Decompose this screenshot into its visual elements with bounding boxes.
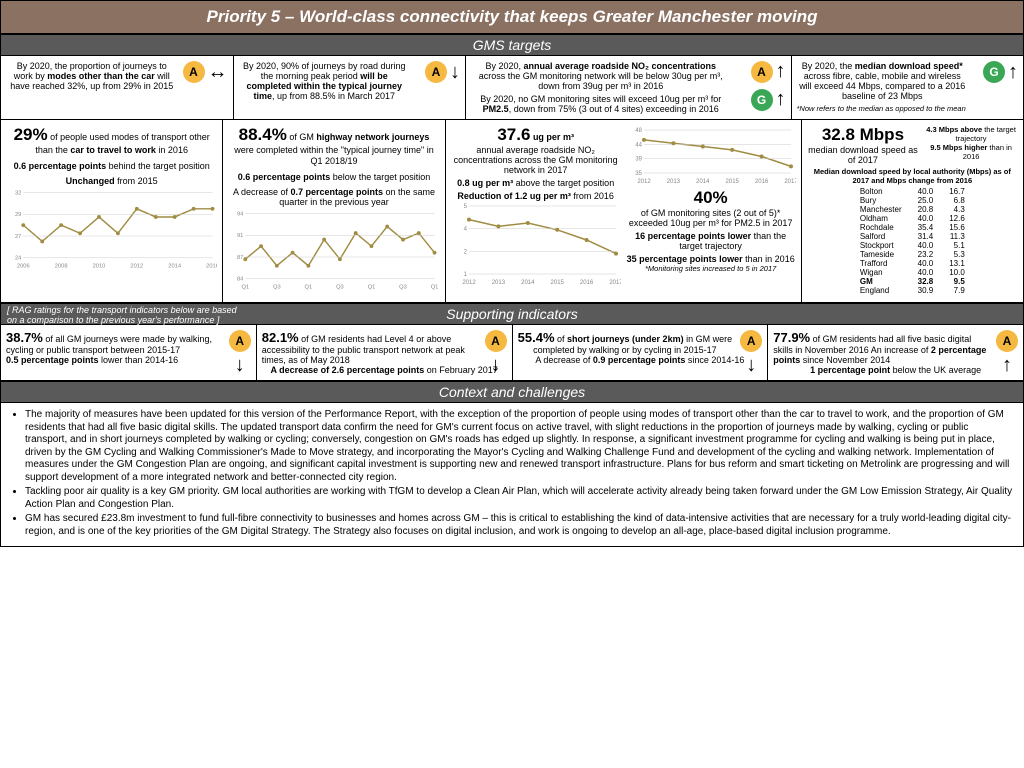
svg-text:2016: 2016 (206, 263, 217, 269)
chart-pm25: 48 44 39 35 2012 2013 2014 2015 2016 2017 (626, 125, 796, 185)
target-1: A↔ By 2020, the proportion of journeys t… (1, 56, 234, 120)
svg-text:2012: 2012 (462, 280, 476, 286)
rag-badge: G (983, 61, 1005, 83)
rag-badge: A (183, 61, 205, 83)
svg-text:2014: 2014 (168, 263, 182, 269)
svg-text:2012: 2012 (130, 263, 143, 269)
trend-arrow: ↓ (746, 355, 756, 375)
svg-text:39: 39 (635, 157, 642, 163)
trend-arrow: ↓ (450, 62, 460, 82)
svg-text:32: 32 (15, 190, 21, 196)
rag-badge: A (229, 330, 251, 352)
svg-text:2017: 2017 (609, 280, 621, 286)
target-4: G↑ By 2020, the median download speed* a… (792, 56, 1024, 120)
svg-text:2016: 2016 (755, 179, 769, 185)
detail-1: 29% of people used modes of transport ot… (1, 120, 223, 303)
svg-text:Q1: Q1 (431, 284, 439, 290)
supporting-2: A↓ 82.1% of GM residents had Level 4 or … (257, 325, 513, 381)
section-supporting: [ RAG ratings for the transport indicato… (0, 303, 1024, 325)
svg-text:Q3: Q3 (399, 284, 407, 290)
svg-text:44: 44 (635, 142, 642, 148)
rag-badge: G (751, 89, 773, 111)
page-title: Priority 5 – World-class connectivity th… (0, 0, 1024, 34)
svg-text:5: 5 (463, 204, 467, 210)
supporting-4: A↑ 77.9% of GM residents had all five ba… (768, 325, 1024, 381)
details-row: 29% of people used modes of transport ot… (0, 120, 1024, 303)
supporting-1: A↓ 38.7% of all GM journeys were made by… (1, 325, 257, 381)
trend-arrow: ↑ (776, 61, 786, 83)
svg-text:24: 24 (15, 256, 22, 262)
trend-arrow: ↓ (491, 355, 501, 375)
chart-journeys: 94918784Q1Q3Q1Q3Q1Q3Q1 (228, 207, 439, 292)
svg-text:Q3: Q3 (336, 284, 344, 290)
detail-3: 37.6 ug per m³ annual average roadside N… (446, 120, 802, 303)
svg-text:2006: 2006 (17, 263, 30, 269)
rag-badge: A (996, 330, 1018, 352)
detail-4: 32.8 Mbps median download speed as of 20… (802, 120, 1024, 303)
detail-2: 88.4% of GM highway network journeys wer… (223, 120, 445, 303)
svg-text:29: 29 (15, 212, 21, 218)
trend-arrow: ↔ (208, 62, 228, 82)
svg-text:2015: 2015 (725, 179, 739, 185)
svg-text:2010: 2010 (93, 263, 106, 269)
rag-badge: A (425, 61, 447, 83)
target-2: A↓ By 2020, 90% of journeys by road duri… (234, 56, 467, 120)
svg-text:2014: 2014 (696, 179, 710, 185)
svg-text:2014: 2014 (521, 280, 535, 286)
svg-text:Q1: Q1 (368, 284, 376, 290)
trend-arrow: ↑ (1008, 62, 1018, 82)
chart-no2: 5 4 2 1 2012 2013 2014 2015 2016 2017 (451, 201, 621, 286)
svg-text:2015: 2015 (550, 280, 564, 286)
svg-text:35: 35 (635, 171, 642, 177)
chart-modes: 32 29 27 242006 2008 2010 2012 2014 2016 (6, 186, 217, 271)
rag-badge: A (485, 330, 507, 352)
svg-text:Q3: Q3 (273, 284, 281, 290)
supporting-row: A↓ 38.7% of all GM journeys were made by… (0, 325, 1024, 381)
svg-text:48: 48 (635, 128, 642, 134)
svg-text:1: 1 (463, 272, 467, 278)
trend-arrow: ↑ (1002, 355, 1012, 375)
trend-arrow: ↑ (776, 89, 786, 111)
svg-text:91: 91 (237, 233, 243, 239)
rag-badge: A (751, 61, 773, 83)
svg-text:2: 2 (463, 249, 467, 255)
svg-text:2013: 2013 (491, 280, 505, 286)
rag-badge: A (740, 330, 762, 352)
context-body: The majority of measures have been updat… (0, 403, 1024, 547)
svg-text:Q1: Q1 (242, 284, 250, 290)
svg-text:Q1: Q1 (305, 284, 313, 290)
svg-text:27: 27 (15, 234, 21, 240)
supporting-3: A↓ 55.4% of short journeys (under 2km) i… (513, 325, 769, 381)
targets-row: A↔ By 2020, the proportion of journeys t… (0, 56, 1024, 120)
svg-text:2013: 2013 (666, 179, 680, 185)
svg-text:2016: 2016 (580, 280, 594, 286)
svg-text:87: 87 (237, 255, 243, 261)
svg-text:2008: 2008 (55, 263, 68, 269)
trend-arrow: ↓ (235, 355, 245, 375)
svg-text:2012: 2012 (637, 179, 651, 185)
speed-table: Bolton40.016.7Bury25.06.8Manchester20.84… (852, 187, 973, 295)
svg-text:84: 84 (237, 277, 244, 283)
svg-text:4: 4 (463, 227, 467, 233)
svg-text:94: 94 (237, 211, 244, 217)
section-targets: GMS targets (0, 34, 1024, 56)
svg-text:2017: 2017 (784, 179, 796, 185)
target-3: A↑G↑ By 2020, annual average roadside NO… (466, 56, 792, 120)
section-context: Context and challenges (0, 381, 1024, 403)
